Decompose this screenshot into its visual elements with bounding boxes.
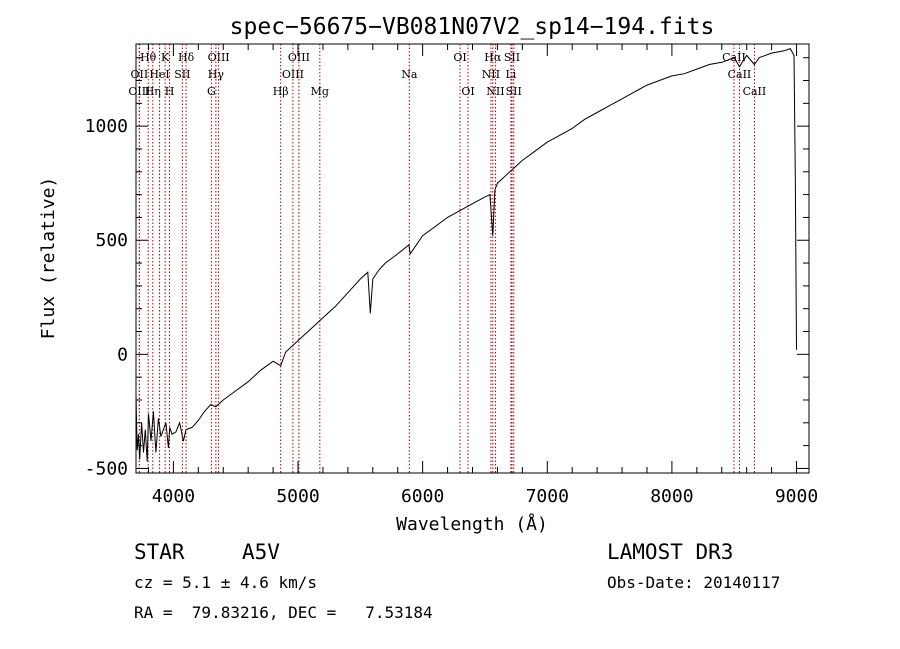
redshift-velocity: cz = 5.1 ± 4.6 km/s	[134, 573, 318, 592]
y-tick-label: 0	[117, 344, 128, 365]
line-label: G	[207, 85, 216, 98]
y-tick-label: 1000	[85, 116, 128, 137]
line-label: OIII	[282, 68, 304, 81]
line-label: SII	[504, 51, 520, 64]
line-label: SII	[174, 68, 190, 81]
line-label: Na	[401, 68, 418, 81]
emission-line-markers	[138, 44, 755, 473]
x-tick-label: 6000	[401, 486, 444, 507]
line-label: CaII	[728, 68, 752, 81]
line-label: OIII	[208, 51, 230, 64]
line-label: HeI	[149, 68, 169, 81]
line-label: Mg	[311, 85, 329, 98]
line-label: Li	[505, 68, 516, 81]
line-label: OIII	[128, 85, 150, 98]
line-label: Hγ	[208, 68, 225, 81]
line-label: OI	[453, 51, 466, 64]
sky-coordinates: RA = 79.83216, DEC = 7.53184	[134, 603, 433, 622]
line-label: NII	[486, 85, 504, 98]
x-tick-label: 7000	[526, 486, 569, 507]
y-axis-label: Flux (relative)	[38, 177, 59, 340]
line-label: OII	[131, 68, 149, 81]
object-subclass: A5V	[242, 540, 280, 564]
x-tick-label: 9000	[775, 486, 818, 507]
x-axis-ticks: 4000 5000 6000 7000 8000 9000	[147, 44, 818, 507]
spectrum-line	[135, 47, 797, 462]
line-label: H	[165, 85, 175, 98]
line-label: Hδ	[178, 51, 195, 64]
line-label: Hθ	[140, 51, 157, 64]
x-axis-label: Wavelength (Å)	[396, 513, 548, 535]
survey-name: LAMOST DR3	[607, 540, 734, 564]
x-tick-label: 4000	[152, 486, 195, 507]
object-class: STAR	[134, 540, 185, 564]
observation-date: Obs-Date: 20140117	[607, 573, 781, 592]
line-label: Hβ	[273, 85, 289, 98]
y-axis-ticks: -500 0 500 1000	[85, 57, 809, 479]
line-label: CaII	[743, 85, 767, 98]
x-tick-label: 8000	[650, 486, 693, 507]
x-tick-label: 5000	[276, 486, 319, 507]
line-label: SII	[506, 85, 522, 98]
line-label: Hα	[484, 51, 502, 64]
plot-frame	[135, 43, 810, 474]
line-label: Hη	[145, 85, 161, 98]
y-tick-label: -500	[85, 458, 128, 479]
line-label: NII	[482, 68, 500, 81]
line-label: OI	[461, 85, 474, 98]
emission-line-labels: Hθ OII OIII K HeI Hη SII H Hδ OIII Hγ G Hβ OIII OIII Mg…	[128, 51, 766, 98]
line-label: OIII	[288, 51, 310, 64]
line-label: K	[161, 51, 170, 64]
chart-title: spec−56675−VB081N07V2_sp14−194.fits	[230, 14, 715, 40]
y-tick-label: 500	[95, 230, 128, 251]
